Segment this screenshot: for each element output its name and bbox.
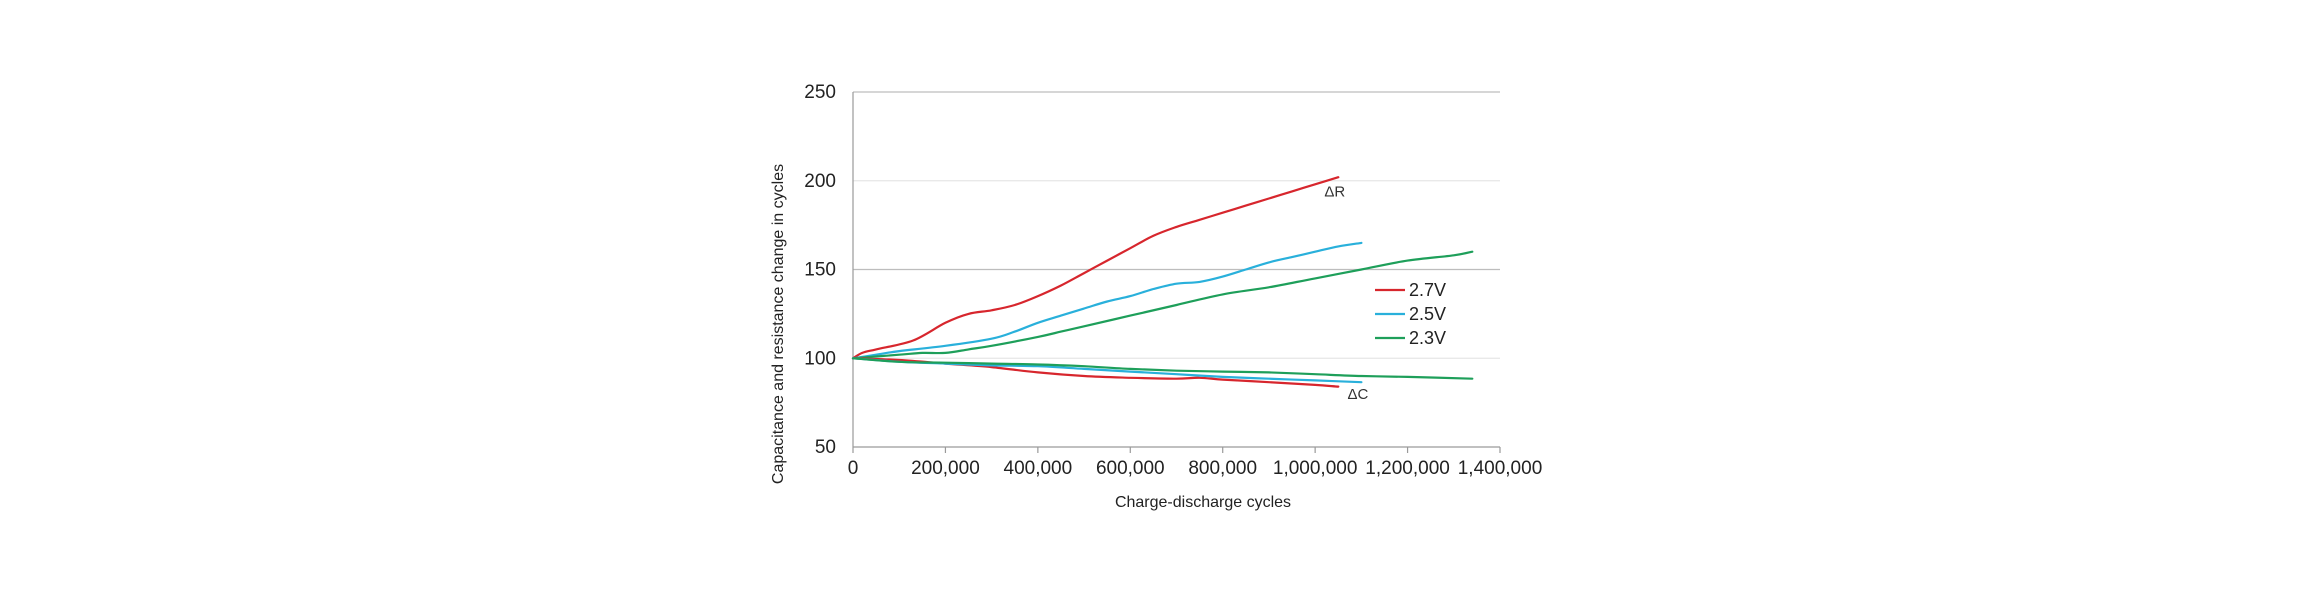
x-tick-label: 1,000,000: [1273, 458, 1358, 479]
y-tick-label: 100: [804, 348, 836, 369]
series-line-2-5v-resistance: [851, 241, 1363, 360]
annotation-label: ΔC: [1347, 386, 1368, 403]
legend-label: 2.7V: [1409, 280, 1446, 300]
legend: 2.7V 2.5V 2.3V: [1375, 280, 1446, 348]
series-line-2-7v-resistance: [851, 176, 1340, 360]
y-axis-title: Capacitance and resistance change in cyc…: [770, 164, 787, 484]
y-tick-label: 50: [815, 437, 836, 458]
x-tick-label: 1,400,000: [1458, 458, 1543, 479]
axes: [852, 92, 1501, 453]
x-tick-label: 200,000: [911, 458, 980, 479]
y-tick-label: 150: [804, 260, 836, 281]
gridlines: [853, 91, 1500, 359]
annotation-label: ΔR: [1324, 184, 1345, 201]
x-tick-label: 1,200,000: [1365, 458, 1450, 479]
y-tick-label: 200: [804, 171, 836, 192]
x-tick-label: 800,000: [1188, 458, 1257, 479]
tick-labels: 0 200,000 400,000 600,000 800,000 1,000,000 1,…: [804, 82, 1542, 479]
series-line-2-3v-capacitance: [851, 357, 1474, 380]
legend-label: 2.5V: [1409, 304, 1446, 324]
legend-label: 2.3V: [1409, 328, 1446, 348]
x-tick-label: 0: [848, 458, 859, 479]
annotations: ΔR ΔC: [1324, 184, 1368, 403]
series-line-2-3v-resistance: [851, 250, 1474, 360]
series-lines: [851, 176, 1474, 388]
x-tick-label: 600,000: [1096, 458, 1165, 479]
x-axis-title: Charge-discharge cycles: [1115, 494, 1291, 511]
x-tick-label: 400,000: [1004, 458, 1073, 479]
y-tick-label: 250: [804, 82, 836, 103]
